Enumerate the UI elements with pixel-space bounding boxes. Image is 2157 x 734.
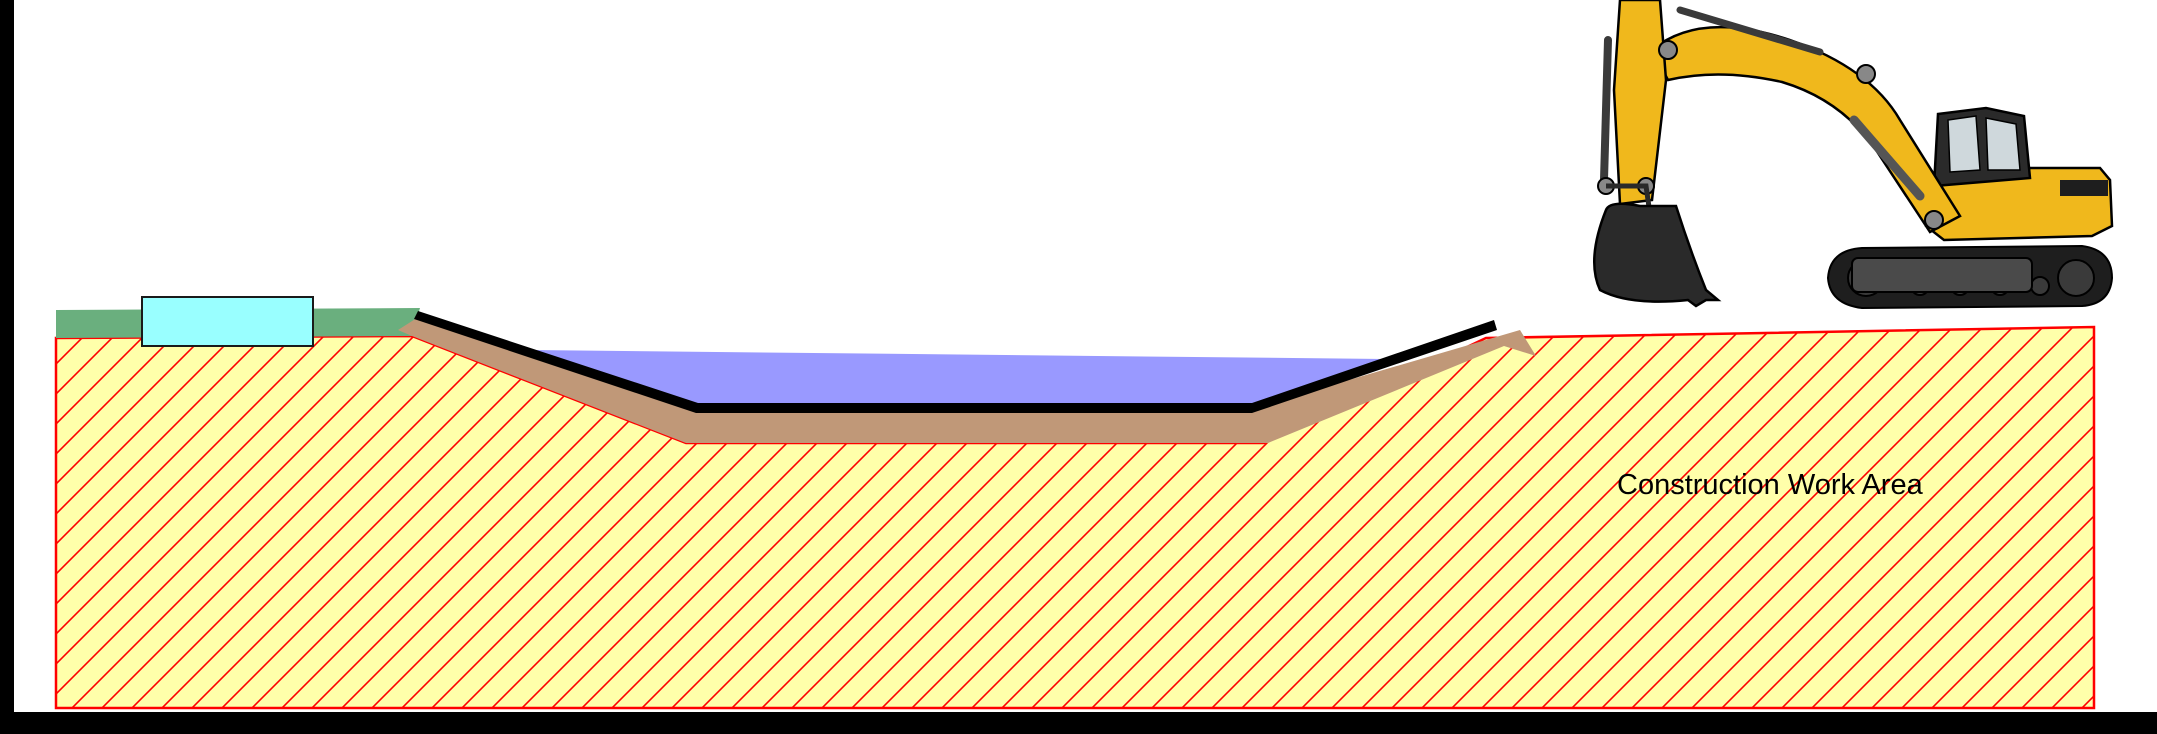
excavator-icon — [1592, 0, 2114, 310]
track-wheel — [2057, 259, 2095, 297]
cab-window — [1947, 115, 1981, 173]
arm-cylinder — [1676, 6, 1824, 56]
arm-cylinder — [1600, 36, 1612, 184]
pivot-joint — [1924, 210, 1944, 230]
excavator-arm — [1612, 0, 1668, 206]
bucket-linkage — [1606, 183, 1653, 215]
track-wheel — [2030, 276, 2050, 296]
pivot-joint — [1856, 64, 1876, 84]
excavator-bucket — [1592, 202, 1722, 308]
engine-grill — [2060, 180, 2108, 196]
boom-cylinder — [1849, 115, 1925, 201]
bank-structure — [141, 296, 314, 347]
cab-window — [1985, 117, 2021, 171]
pivot-joint — [1658, 40, 1678, 60]
work-area-label: Construction Work Area — [1617, 469, 1924, 501]
water-body — [530, 350, 1385, 409]
track-frame — [1851, 257, 2033, 293]
